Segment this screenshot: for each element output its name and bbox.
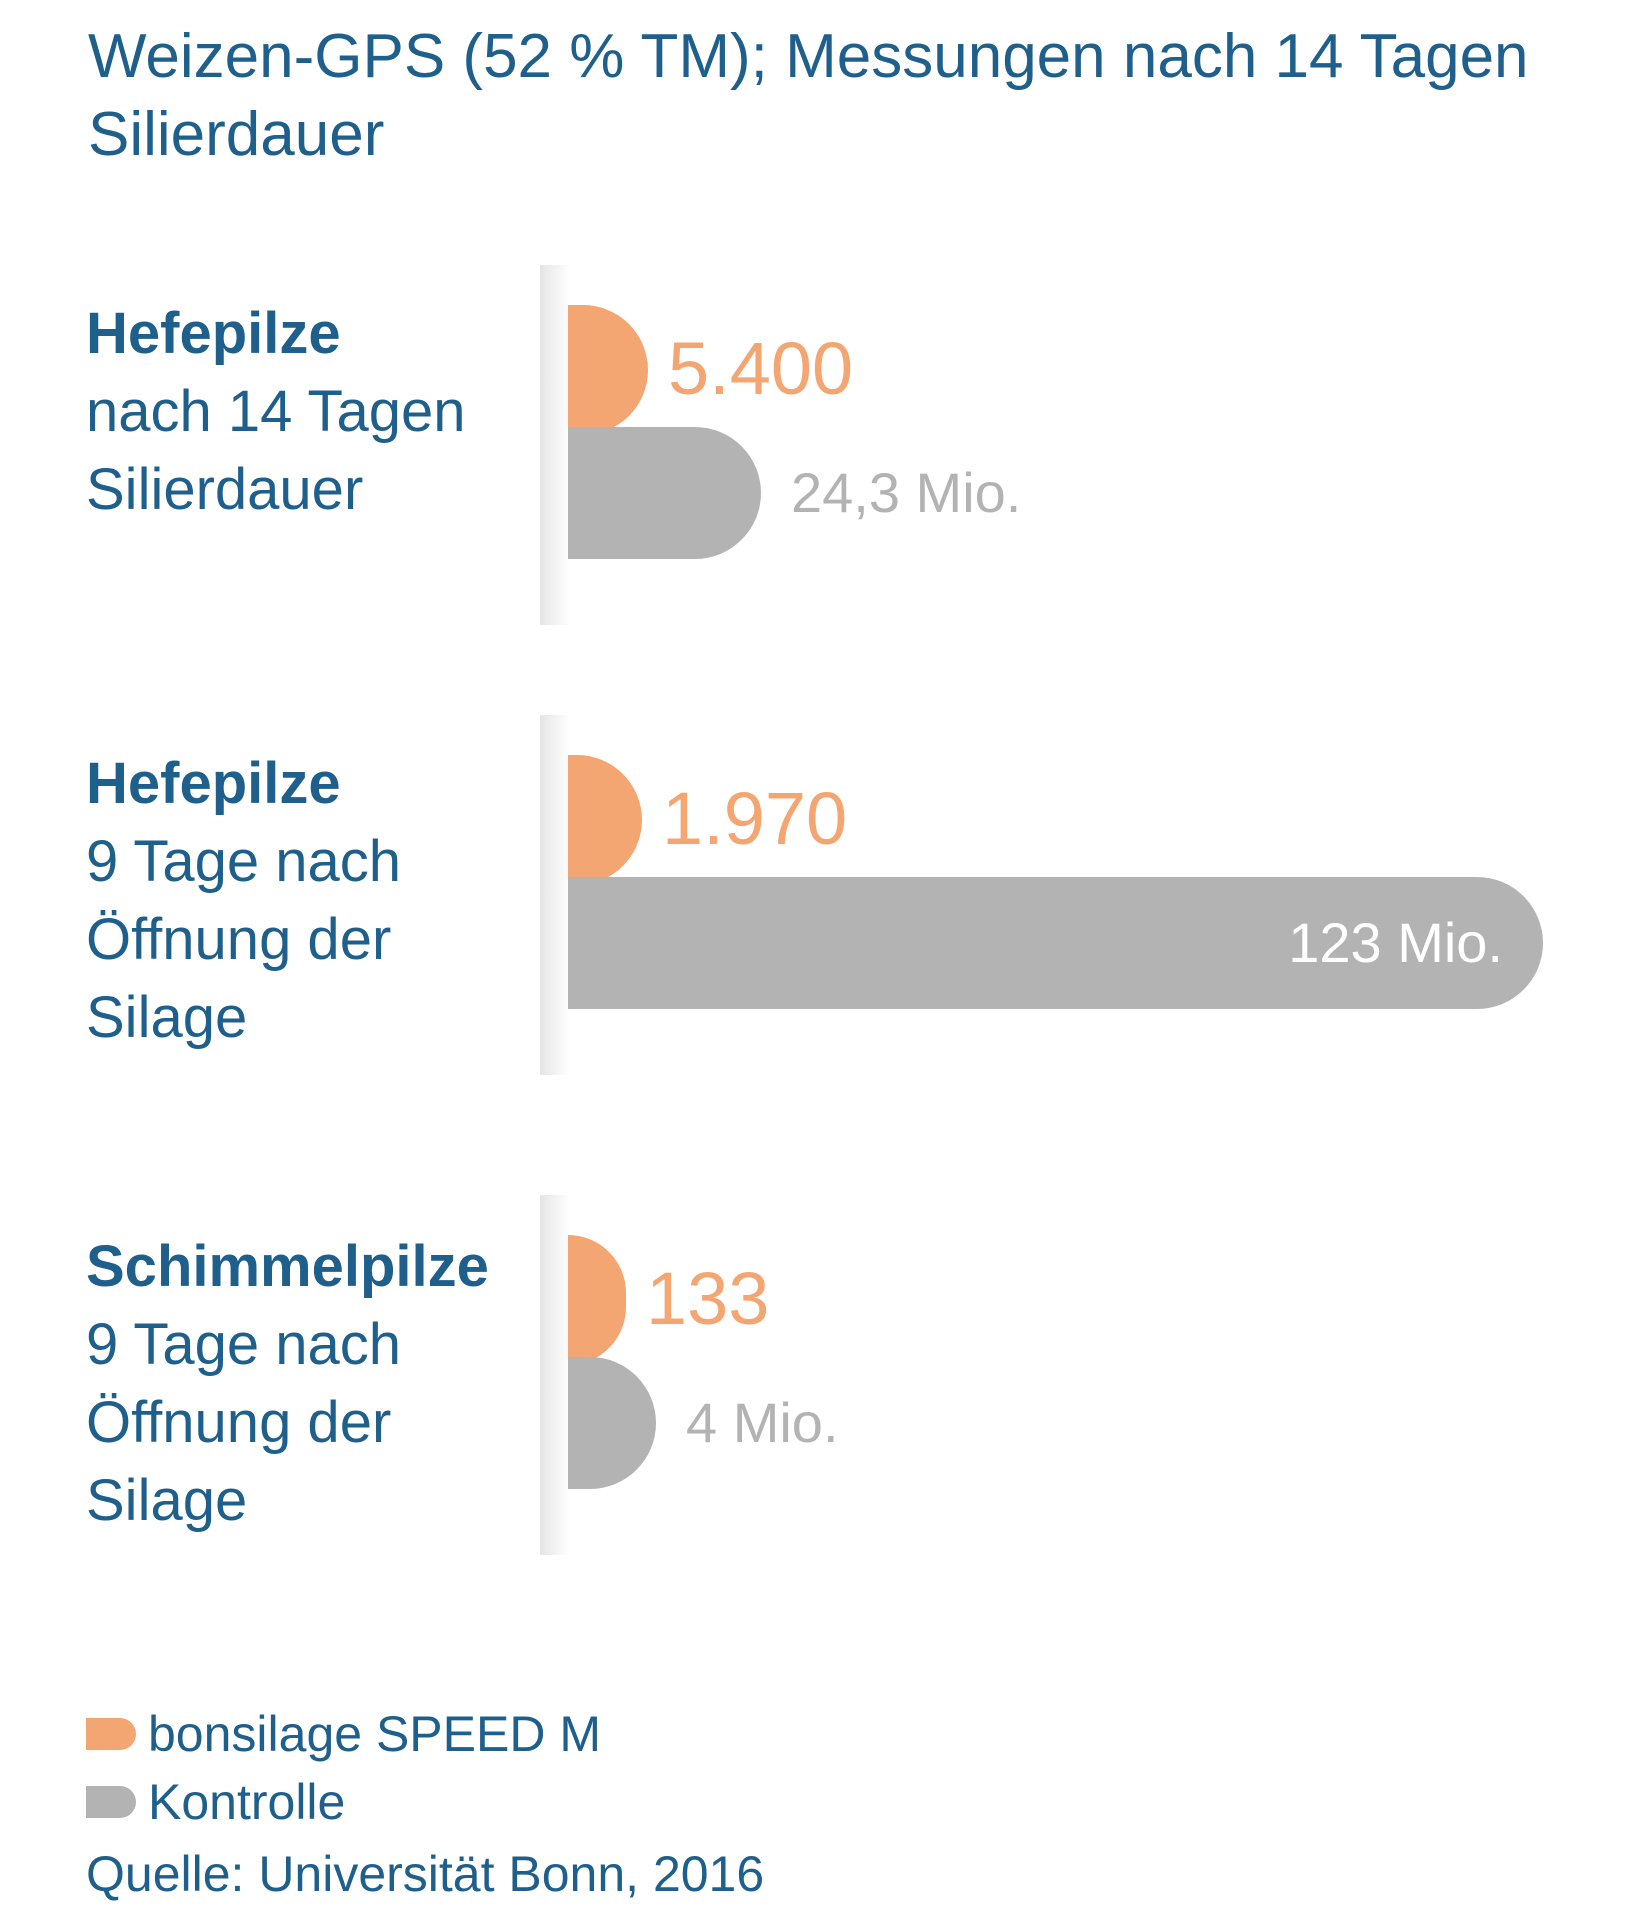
category-label-bold: Schimmelpilze — [86, 1234, 489, 1299]
legend-item-control: Kontrolle — [86, 1768, 764, 1836]
category-label-sub: 9 Tage nach Öffnung der Silage — [86, 829, 401, 1050]
value-label-speed: 133 — [646, 1257, 770, 1340]
value-label-speed: 5.400 — [668, 327, 854, 410]
bar-speed — [568, 1235, 626, 1365]
legend-swatch-control — [86, 1786, 136, 1818]
bar-speed — [568, 755, 642, 885]
legend-label-control: Kontrolle — [148, 1774, 346, 1830]
category-label-sub: 9 Tage nach Öffnung der Silage — [86, 1312, 401, 1533]
value-label-control: 123 Mio. — [1288, 911, 1503, 974]
legend-item-speed: bonsilage SPEED M — [86, 1700, 764, 1768]
chart-title: Weizen-GPS (52 % TM); Messungen nach 14 … — [88, 22, 1529, 169]
category-label-bold: Hefepilze — [86, 301, 341, 366]
group-divider-shadow — [540, 715, 570, 1075]
category-label-sub: nach 14 Tagen Silierdauer — [86, 379, 466, 522]
bar-control — [568, 1357, 656, 1489]
category-label: Schimmelpilze 9 Tage nach Öffnung der Sil… — [86, 1228, 556, 1540]
value-label-control: 4 Mio. — [686, 1391, 839, 1454]
value-label-speed: 1.970 — [662, 777, 848, 860]
category-label: Hefepilze nach 14 Tagen Silierdauer — [86, 295, 556, 529]
category-label: Hefepilze 9 Tage nach Öffnung der Silage — [86, 745, 556, 1057]
bar-control — [568, 427, 761, 559]
value-label-control: 24,3 Mio. — [791, 461, 1022, 524]
source-note: Quelle: Universität Bonn, 2016 — [86, 1846, 765, 1902]
category-label-bold: Hefepilze — [86, 751, 341, 816]
bar-speed — [568, 305, 648, 435]
legend-swatch-speed — [86, 1718, 136, 1750]
bar-control — [568, 877, 1543, 1009]
legend: bonsilage SPEED M Kontrolle Quelle: Univ… — [86, 1700, 764, 1908]
group-divider-shadow — [540, 1195, 570, 1555]
legend-label-speed: bonsilage SPEED M — [148, 1706, 602, 1762]
group-divider-shadow — [540, 265, 570, 625]
